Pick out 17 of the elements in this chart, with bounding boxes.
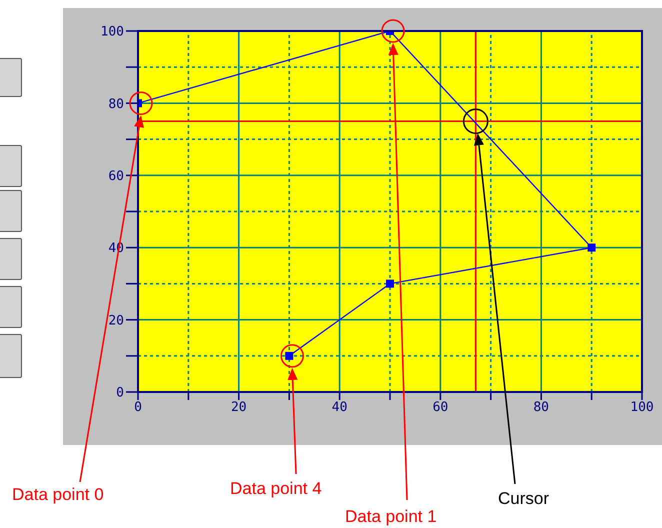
ref-line-label: Cursor [498, 489, 550, 508]
y-tick-label: 60 [108, 169, 124, 184]
x-tick-label: 20 [230, 400, 247, 416]
point [588, 244, 596, 252]
x-tick-label: 40 [332, 400, 348, 416]
y-tick-label: 0 [116, 386, 124, 401]
text: Data point 1 [345, 507, 437, 526]
text: Data point 4 [230, 479, 322, 498]
y-tick-label: 20 [108, 313, 124, 328]
x-tick-label: 80 [533, 400, 550, 416]
x-tick-label: 100 [630, 400, 654, 416]
y-tick-label: 80 [108, 96, 124, 112]
text: Data point 0 [12, 485, 104, 504]
y-tick-label: 100 [100, 24, 124, 40]
x-tick-label: 0 [134, 400, 142, 416]
x-tick-label: 60 [432, 400, 448, 416]
point [386, 280, 394, 288]
